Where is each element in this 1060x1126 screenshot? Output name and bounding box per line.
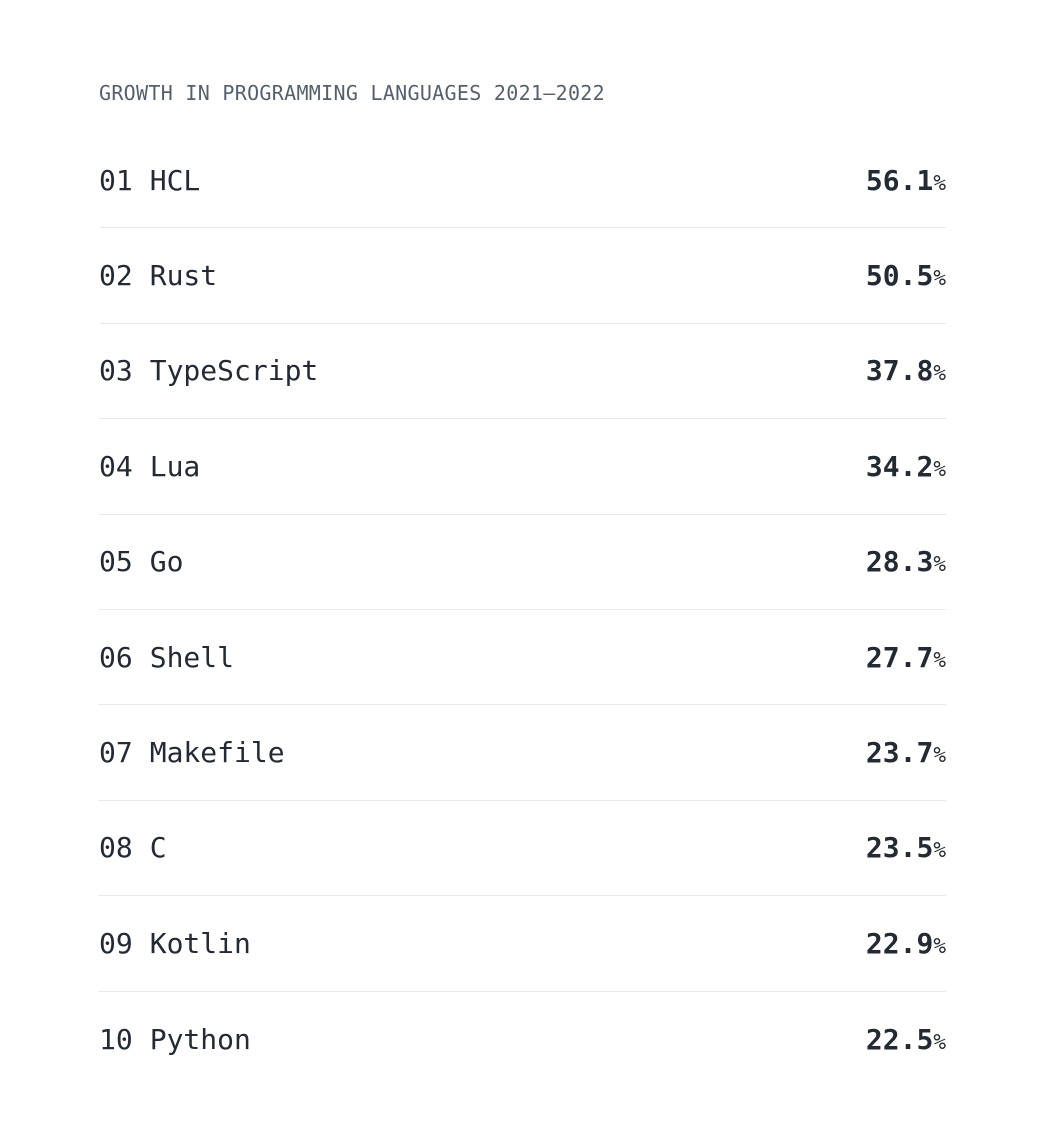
language-name: Go — [149, 545, 184, 579]
row-label-group: 07 Makefile — [99, 736, 285, 769]
language-row: 05 Go 28.3 % — [99, 515, 946, 610]
percent-sign: % — [933, 838, 946, 863]
row-label-group: 02 Rust — [99, 259, 217, 292]
percent-sign: % — [933, 743, 946, 768]
growth-value: 22.5 — [865, 1022, 934, 1056]
rank-label: 02 — [99, 259, 133, 293]
rank-label: 06 — [99, 640, 133, 674]
growth-value: 22.9 — [865, 926, 934, 960]
language-name: Python — [149, 1022, 251, 1056]
row-label-group: 05 Go — [99, 545, 183, 578]
row-value-group: 22.5 % — [866, 1023, 946, 1056]
language-name: Makefile — [149, 736, 285, 770]
language-name: Lua — [149, 449, 201, 483]
language-row: 04 Lua 34.2 % — [99, 419, 946, 515]
percent-sign: % — [933, 552, 946, 577]
rank-label: 08 — [99, 831, 133, 865]
growth-value: 34.2 — [865, 449, 934, 483]
page-title: GROWTH IN PROGRAMMING LANGUAGES 2021–202… — [99, 81, 605, 105]
percent-sign: % — [933, 361, 946, 386]
language-row: 06 Shell 27.7 % — [99, 610, 946, 706]
language-row: 08 C 23.5 % — [99, 801, 946, 897]
language-row: 02 Rust 50.5 % — [99, 228, 946, 324]
row-value-group: 23.7 % — [866, 736, 946, 769]
growth-value: 50.5 — [865, 259, 934, 293]
language-row: 09 Kotlin 22.9 % — [99, 896, 946, 992]
percent-sign: % — [933, 170, 946, 195]
percent-sign: % — [933, 266, 946, 291]
language-list: 01 HCL 56.1 % 02 Rust 50.5 % 03 TypeScri… — [99, 133, 946, 1087]
growth-value: 56.1 — [865, 163, 934, 197]
row-label-group: 08 C — [99, 831, 167, 864]
language-name: Rust — [149, 259, 218, 293]
rank-label: 03 — [99, 354, 133, 388]
rank-label: 01 — [99, 163, 133, 197]
percent-sign: % — [933, 456, 946, 481]
row-value-group: 23.5 % — [866, 831, 946, 864]
row-value-group: 27.7 % — [866, 641, 946, 674]
percent-sign: % — [933, 647, 946, 672]
rank-label: 09 — [99, 926, 133, 960]
growth-value: 37.8 — [865, 354, 934, 388]
language-name: C — [149, 831, 167, 865]
row-value-group: 28.3 % — [866, 545, 946, 578]
language-row: 01 HCL 56.1 % — [99, 133, 946, 229]
rank-label: 10 — [99, 1022, 133, 1056]
row-value-group: 37.8 % — [866, 354, 946, 387]
rank-label: 07 — [99, 736, 133, 770]
language-row: 03 TypeScript 37.8 % — [99, 324, 946, 420]
row-label-group: 09 Kotlin — [99, 927, 251, 960]
growth-value: 23.5 — [865, 831, 934, 865]
growth-value: 28.3 — [865, 545, 934, 579]
language-row: 10 Python 22.5 % — [99, 992, 946, 1087]
language-name: Shell — [149, 640, 235, 674]
rank-label: 04 — [99, 449, 133, 483]
growth-value: 27.7 — [865, 640, 934, 674]
row-label-group: 03 TypeScript — [99, 354, 318, 387]
row-value-group: 34.2 % — [866, 450, 946, 483]
rank-label: 05 — [99, 545, 133, 579]
language-row: 07 Makefile 23.7 % — [99, 705, 946, 801]
percent-sign: % — [933, 933, 946, 958]
percent-sign: % — [933, 1029, 946, 1054]
row-label-group: 04 Lua — [99, 450, 200, 483]
row-value-group: 22.9 % — [866, 927, 946, 960]
row-label-group: 06 Shell — [99, 641, 234, 674]
row-label-group: 01 HCL — [99, 164, 200, 197]
row-label-group: 10 Python — [99, 1023, 251, 1056]
row-value-group: 56.1 % — [866, 164, 946, 197]
growth-value: 23.7 — [865, 736, 934, 770]
ranking-chart: GROWTH IN PROGRAMMING LANGUAGES 2021–202… — [99, 0, 946, 1087]
language-name: HCL — [149, 163, 201, 197]
language-name: TypeScript — [149, 354, 319, 388]
row-value-group: 50.5 % — [866, 259, 946, 292]
language-name: Kotlin — [149, 926, 251, 960]
